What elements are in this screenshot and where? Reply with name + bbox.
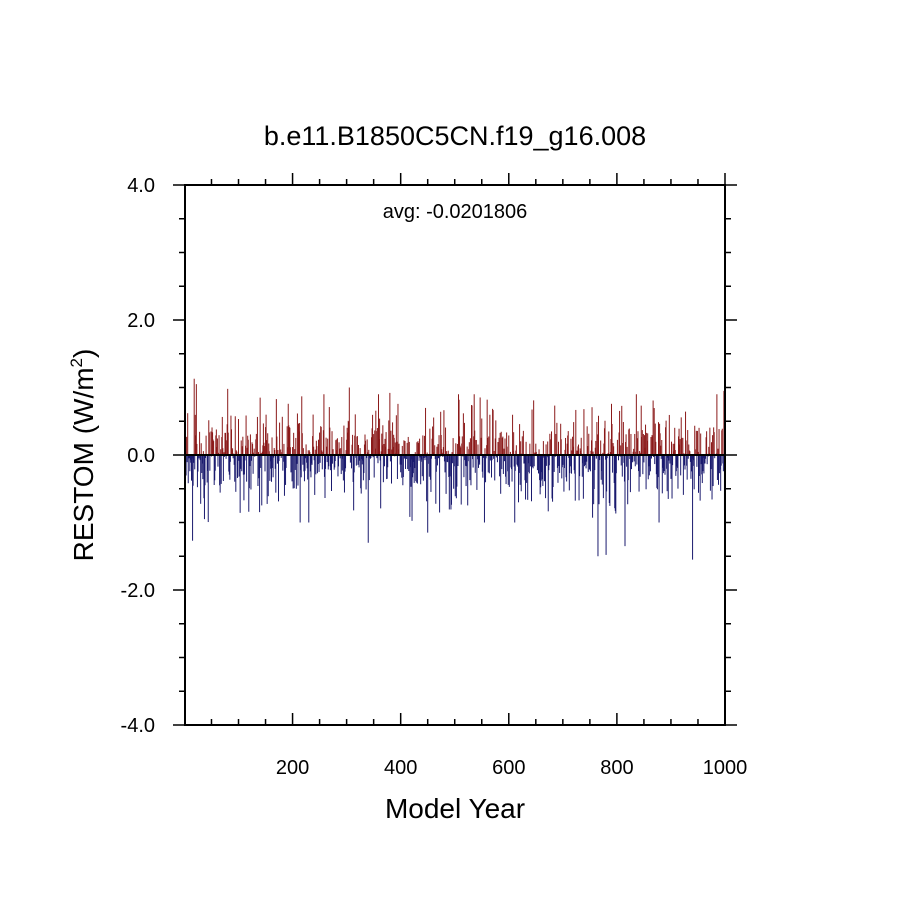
y-axis-label-close: ) [68,349,99,358]
y-axis-label-superscript: 2 [67,358,86,367]
x-tick-label: 800 [600,757,633,779]
chart-title: b.e11.B1850C5CN.f19_g16.008 [264,121,646,151]
axis-ticks [173,173,737,726]
y-tick-label: -4.0 [121,715,155,737]
average-annotation: avg: -0.0201806 [383,201,528,223]
y-axis-label-main: RESTOM (W/m [68,367,99,561]
y-tick-label: 2.0 [127,310,155,332]
x-tick-label: 200 [276,757,309,779]
y-tick-label: -2.0 [121,580,155,602]
y-tick-label: 0.0 [127,445,155,467]
tick-labels: 200 400 600 800 1000 -4.0 -2.0 0.0 2.0 4.0 [121,175,748,779]
x-tick-label: 1000 [703,757,748,779]
y-axis-label: RESTOM (W/m2) [67,349,99,562]
x-tick-label: 600 [492,757,525,779]
x-axis-label: Model Year [385,793,525,824]
bar-series [184,378,726,560]
x-tick-label: 400 [384,757,417,779]
y-tick-label: 4.0 [127,175,155,197]
